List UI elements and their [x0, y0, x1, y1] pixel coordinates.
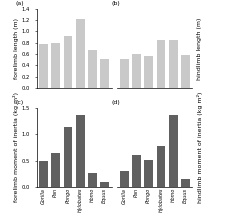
- Bar: [39, 161, 48, 187]
- Y-axis label: forelimb moment of inertia (kg m²): forelimb moment of inertia (kg m²): [13, 92, 19, 202]
- Bar: [88, 173, 97, 187]
- Bar: [144, 160, 153, 187]
- Bar: [157, 146, 166, 187]
- Bar: [169, 40, 178, 88]
- Bar: [132, 155, 141, 187]
- Bar: [144, 56, 153, 88]
- Text: (d): (d): [112, 100, 120, 105]
- Bar: [157, 40, 166, 88]
- Bar: [120, 59, 129, 88]
- Bar: [181, 179, 190, 187]
- Bar: [39, 44, 48, 88]
- Bar: [51, 153, 60, 187]
- Y-axis label: hindlimb length (m): hindlimb length (m): [196, 17, 202, 80]
- Bar: [76, 115, 85, 187]
- Bar: [169, 115, 178, 187]
- Bar: [63, 36, 72, 88]
- Bar: [100, 182, 109, 187]
- Bar: [132, 54, 141, 88]
- Y-axis label: forelimb length (m): forelimb length (m): [14, 18, 19, 79]
- Text: (c): (c): [16, 100, 24, 105]
- Bar: [51, 43, 60, 88]
- Bar: [63, 127, 72, 187]
- Text: (a): (a): [16, 1, 24, 6]
- Y-axis label: hindlimb moment of inertia (kg m²): hindlimb moment of inertia (kg m²): [196, 92, 202, 203]
- Bar: [100, 59, 109, 88]
- Bar: [76, 19, 85, 88]
- Bar: [120, 171, 129, 187]
- Bar: [88, 50, 97, 88]
- Text: (b): (b): [112, 1, 120, 6]
- Bar: [181, 55, 190, 88]
